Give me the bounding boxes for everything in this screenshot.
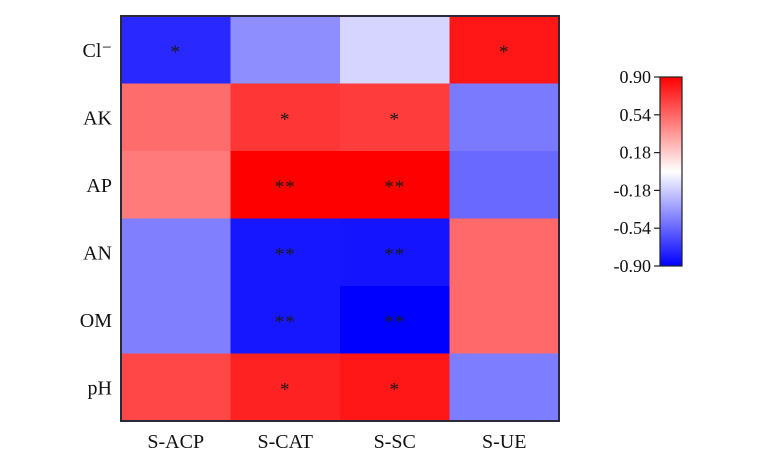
colorbar-tick-label: -0.90 [614,256,652,276]
heatmap-cell [121,286,231,354]
heatmap-cell [121,218,231,287]
heatmap-cell [449,286,560,354]
significance-mark: * [280,379,291,400]
colorbar-tick-label: -0.54 [614,218,652,238]
heatmap-cell [121,353,231,422]
colorbar-tick-label: 0.18 [620,143,652,163]
heatmap-cell [121,151,231,219]
heatmap-cell [449,218,560,287]
colorbar-tick-label: 0.54 [620,105,652,125]
colorbar-tick-label: -0.18 [614,180,652,200]
heatmap-cell [121,16,231,84]
significance-mark: ** [275,312,296,333]
significance-mark: * [280,109,291,130]
significance-mark: * [171,42,182,63]
heatmap-frame [120,15,560,422]
heatmap-cell [449,16,560,84]
heatmap-cell [230,218,341,287]
row-label: AK [83,107,112,129]
heatmap-cell [449,151,560,219]
row-label: AN [83,242,112,264]
significance-marks: * ** *** **** **** *** * [171,42,510,401]
significance-mark: * [499,42,510,63]
heatmap-cell [340,16,450,84]
heatmap-cell [340,151,450,219]
heatmap-cells [121,16,560,422]
significance-mark: ** [384,177,405,198]
significance-mark: ** [275,177,296,198]
colorbar-tick-label: 0.90 [620,67,652,87]
heatmap-cell [230,151,341,219]
row-labels: Cl⁻ AK AP AN OM pH [80,40,113,400]
significance-mark: ** [384,312,405,333]
row-label: AP [86,175,112,197]
row-label: Cl⁻ [83,40,112,62]
heatmap-cell [449,353,560,422]
significance-mark: ** [384,244,405,265]
column-label: S-CAT [257,431,313,453]
heatmap-cell [230,286,341,354]
row-label: OM [80,310,112,332]
column-label: S-UE [482,431,526,453]
column-labels: S-ACP S-CAT S-SC S-UE [147,431,526,453]
significance-mark: ** [275,244,296,265]
significance-mark: * [390,379,401,400]
heatmap-cell [340,83,450,152]
colorbar-gradient [659,76,683,267]
column-label: S-ACP [147,431,204,453]
column-label: S-SC [374,431,416,453]
heatmap-cell [340,353,450,422]
heatmap-cell [340,286,450,354]
heatmap-cell [230,83,341,152]
heatmap-cell [121,83,231,152]
heatmap-cell [230,16,341,84]
heatmap-cell [340,218,450,287]
row-label: pH [88,377,112,399]
significance-mark: * [390,109,401,130]
colorbar: 0.90 0.54 0.18 -0.18 -0.54 -0.90 [614,67,683,276]
heatmap-cell [449,83,560,152]
heatmap-cell [230,353,341,422]
